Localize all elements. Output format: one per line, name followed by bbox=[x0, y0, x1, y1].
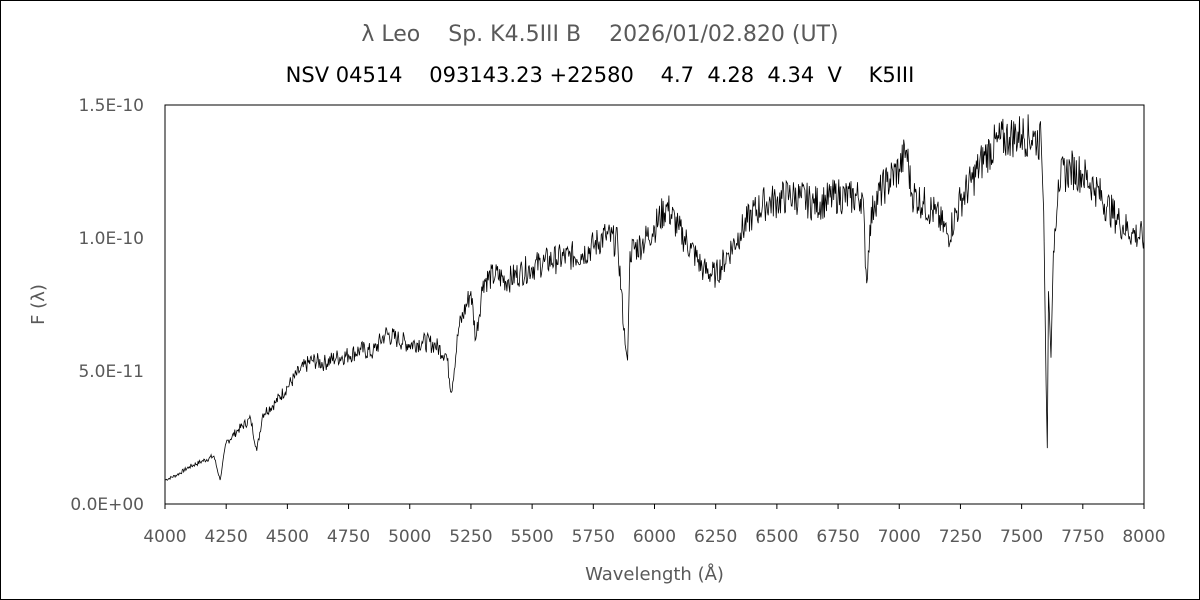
x-tick-label: 8000 bbox=[1122, 527, 1165, 547]
x-tick-label: 6500 bbox=[755, 527, 798, 547]
y-tick-label: 0.0E+00 bbox=[70, 495, 144, 515]
chart-title: λ Leo Sp. K4.5III B 2026/01/02.820 (UT) bbox=[361, 22, 839, 47]
chart-subtitle: NSV 04514 093143.23 +22580 4.7 4.28 4.34… bbox=[285, 63, 915, 87]
x-tick-label: 5250 bbox=[449, 527, 492, 547]
x-tick-label: 7000 bbox=[878, 527, 921, 547]
plot-area bbox=[164, 104, 1145, 505]
x-tick-label: 7500 bbox=[1000, 527, 1043, 547]
x-tick-label: 4250 bbox=[205, 527, 248, 547]
x-tick-label: 5750 bbox=[572, 527, 615, 547]
y-tick-label: 1.0E-10 bbox=[78, 229, 144, 249]
x-tick-label: 4000 bbox=[143, 527, 186, 547]
y-tick-label: 5.0E-11 bbox=[78, 362, 144, 382]
y-axis-title: F (λ) bbox=[28, 284, 49, 325]
x-tick-label: 5500 bbox=[510, 527, 553, 547]
x-axis-ticks: 4000 4250 4500 4750 5000 5250 5500 5750 6000 6250… bbox=[143, 504, 1166, 547]
spectrum-line bbox=[164, 114, 1145, 481]
x-tick-label: 4750 bbox=[327, 527, 370, 547]
spectrum-series bbox=[164, 114, 1145, 481]
x-tick-label: 6750 bbox=[816, 527, 859, 547]
x-tick-label: 6250 bbox=[694, 527, 737, 547]
x-axis-title: Wavelength (Å) bbox=[585, 563, 724, 585]
x-tick-label: 7250 bbox=[939, 527, 982, 547]
x-tick-label: 5000 bbox=[388, 527, 431, 547]
y-axis-ticks: 0.0E+00 5.0E-11 1.0E-10 1.5E-10 bbox=[70, 96, 144, 515]
x-tick-label: 6000 bbox=[633, 527, 676, 547]
x-tick-label: 4500 bbox=[266, 527, 309, 547]
x-tick-label: 7750 bbox=[1061, 527, 1104, 547]
y-tick-label: 1.5E-10 bbox=[78, 96, 144, 116]
